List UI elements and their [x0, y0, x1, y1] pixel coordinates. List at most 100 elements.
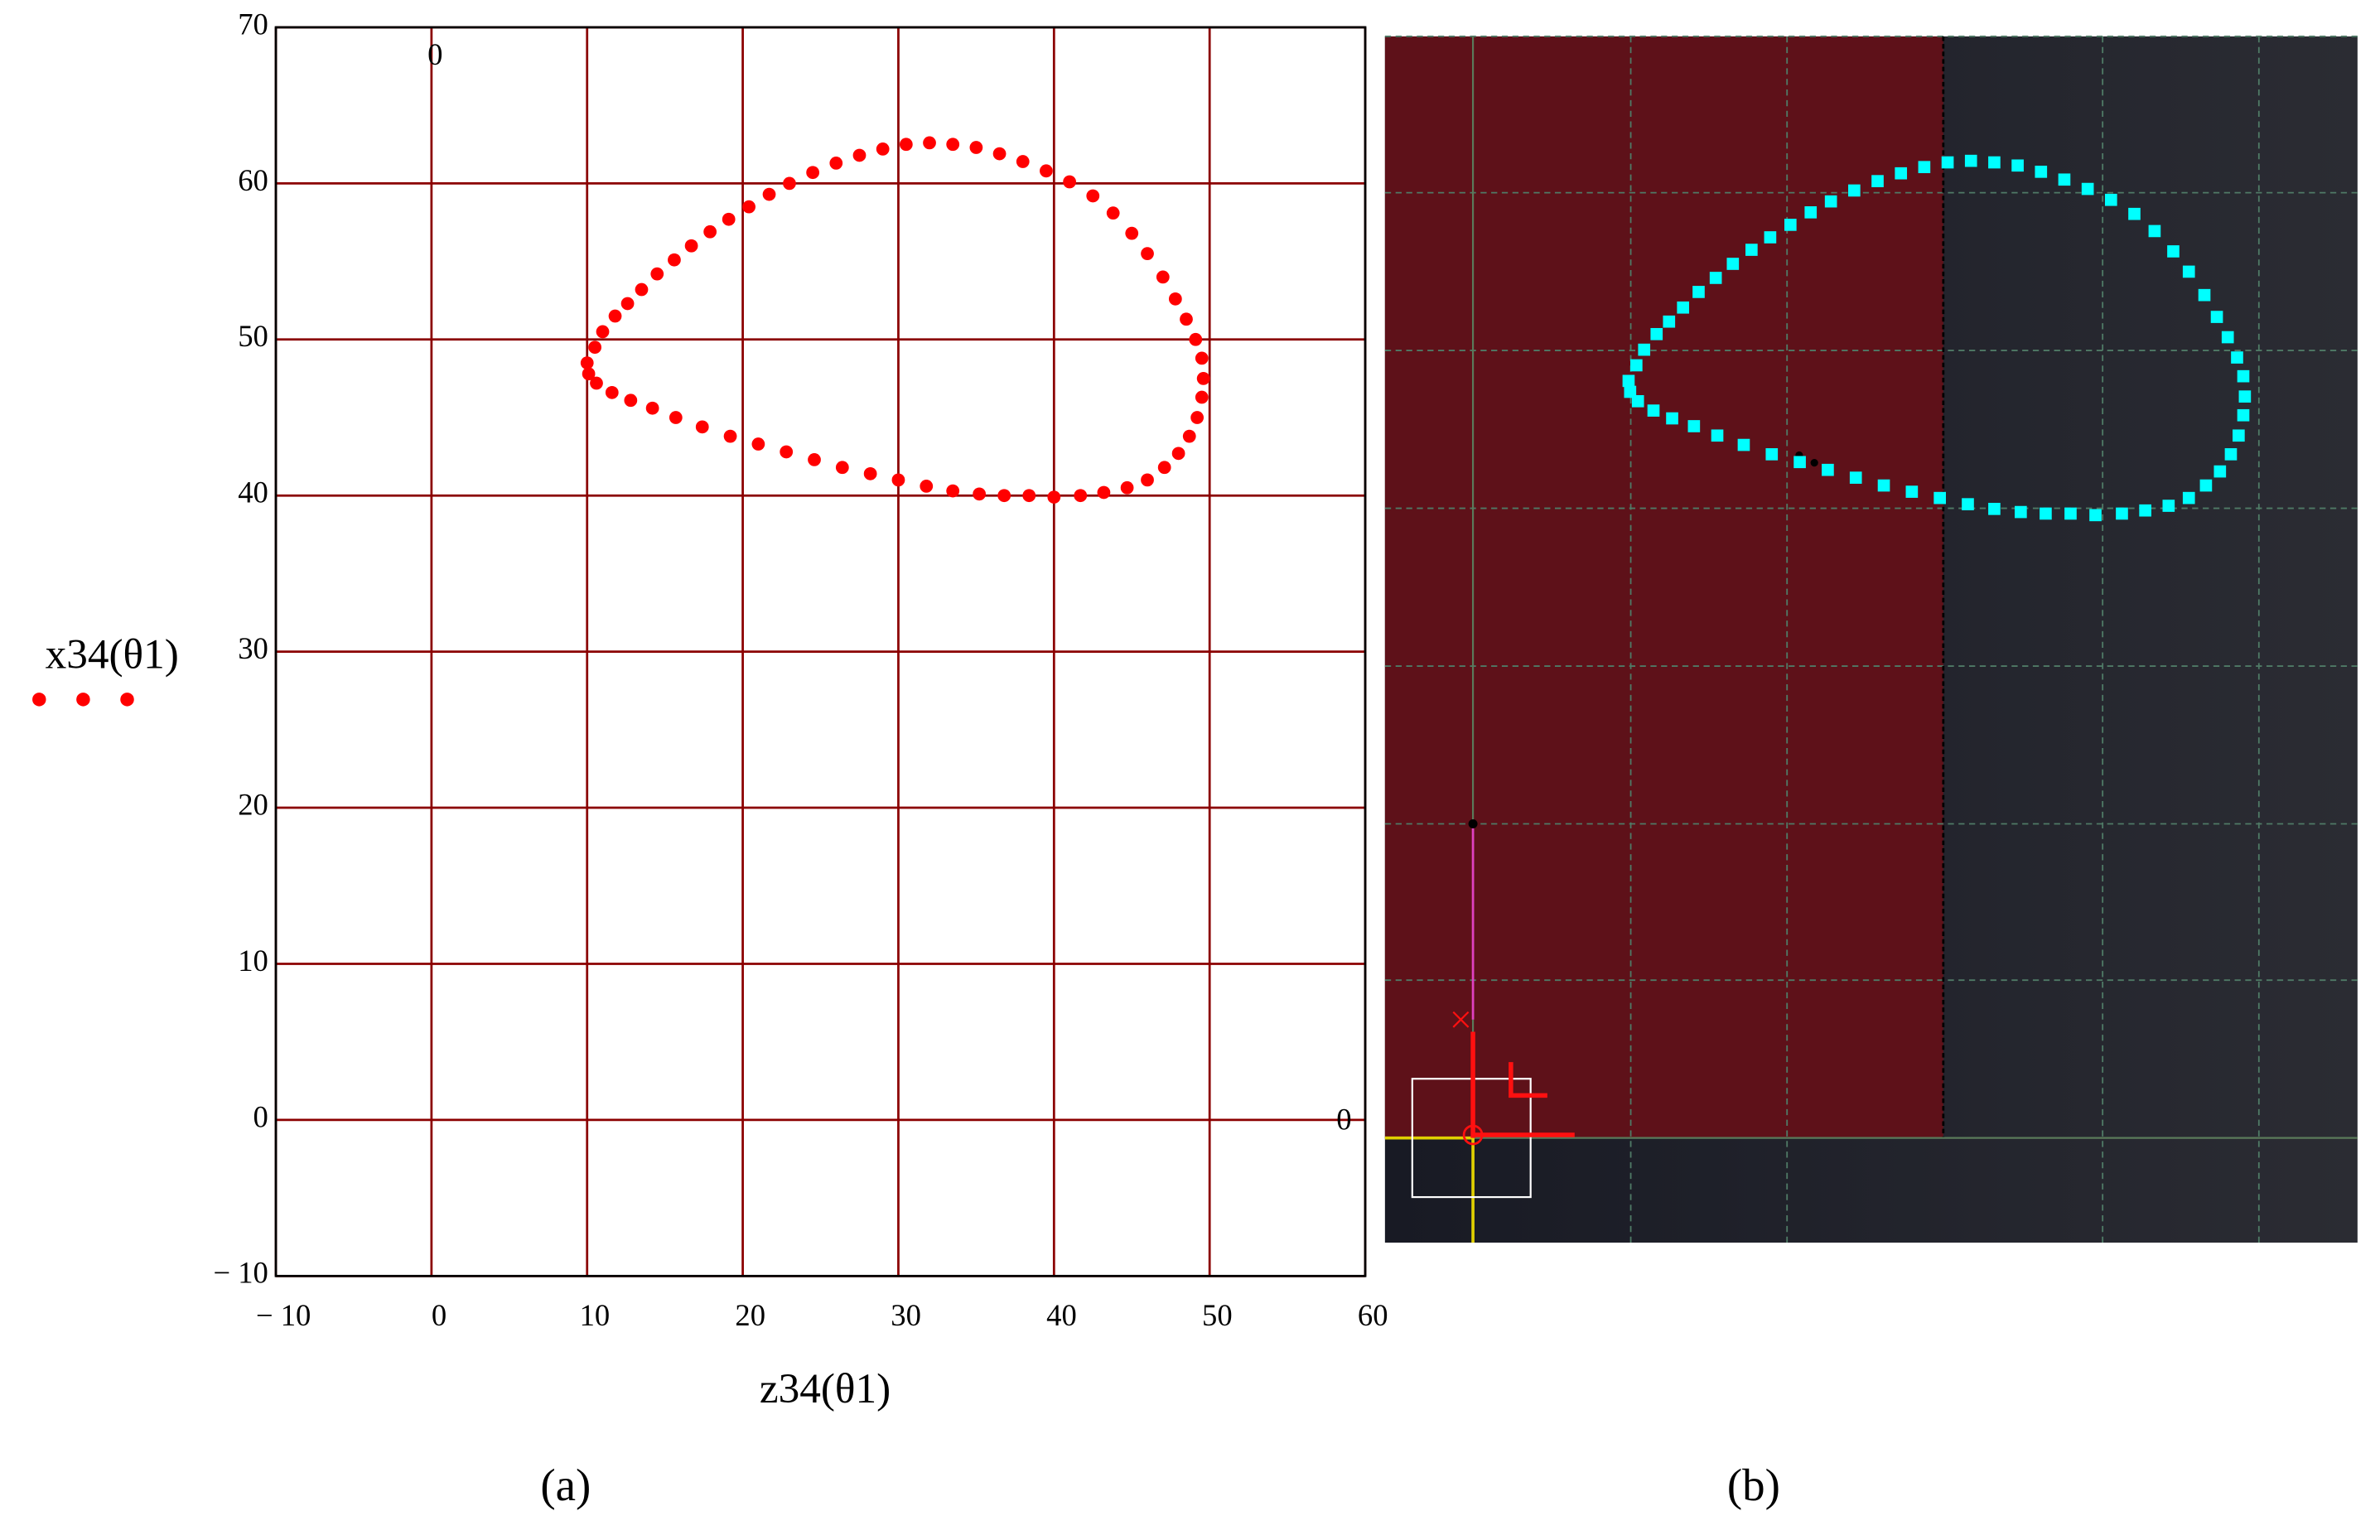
marker	[1810, 459, 1818, 467]
point	[624, 393, 638, 408]
point	[605, 385, 619, 399]
point	[1804, 205, 1818, 219]
point	[2040, 507, 2052, 520]
y-tick-label: 50	[238, 319, 268, 353]
point	[2231, 351, 2243, 364]
panel-b	[1384, 36, 2358, 1243]
point	[1848, 184, 1861, 197]
point	[973, 487, 987, 501]
point	[891, 473, 905, 487]
point	[1962, 498, 1974, 510]
point	[1097, 485, 1111, 500]
point	[1141, 247, 1154, 261]
point	[899, 138, 913, 152]
point	[1047, 490, 1061, 504]
point	[1877, 479, 1890, 492]
point	[1180, 312, 1193, 326]
y-tick-label: 10	[238, 944, 268, 978]
point	[588, 340, 601, 355]
point	[2015, 505, 2027, 519]
point	[2237, 369, 2250, 383]
point	[1622, 374, 1635, 388]
x-tick-label: 50	[1202, 1298, 1233, 1332]
x-tick-label: 40	[1046, 1298, 1077, 1332]
point	[1871, 175, 1884, 187]
viewport-grid	[1384, 36, 2358, 1243]
point	[1157, 461, 1171, 475]
point	[2198, 288, 2211, 302]
x-tick-label: 30	[891, 1298, 921, 1332]
point	[645, 401, 659, 415]
point	[1793, 456, 1806, 469]
point	[1063, 175, 1076, 189]
x-tick-label: 60	[1358, 1298, 1388, 1332]
point	[2199, 479, 2213, 492]
point	[806, 166, 820, 180]
point	[620, 297, 635, 311]
point	[992, 147, 1007, 161]
annotation: 0	[1336, 1103, 1351, 1137]
point	[582, 367, 596, 381]
point	[2128, 207, 2141, 220]
point	[1156, 270, 1170, 284]
point	[1182, 429, 1196, 443]
point	[1988, 156, 2001, 169]
point	[852, 148, 867, 162]
point	[2221, 331, 2234, 344]
point	[751, 437, 765, 451]
point	[1195, 351, 1209, 365]
point	[783, 176, 796, 191]
point	[1692, 286, 1705, 298]
point	[1120, 480, 1134, 495]
point	[1895, 167, 1908, 180]
point	[1918, 161, 1931, 174]
point	[762, 187, 776, 201]
point	[1666, 412, 1678, 425]
point	[1687, 420, 1701, 432]
point	[2139, 504, 2151, 517]
x-tick-label: 0	[432, 1298, 447, 1332]
point	[723, 429, 737, 443]
point	[2058, 173, 2071, 186]
point	[596, 325, 610, 339]
point	[2035, 166, 2048, 178]
point	[1040, 164, 1053, 178]
point	[590, 376, 603, 390]
point	[1745, 244, 1758, 256]
point	[2237, 408, 2250, 422]
point	[2081, 182, 2094, 196]
point	[1905, 485, 1919, 498]
point	[780, 445, 794, 459]
x-tick-label: 20	[735, 1298, 765, 1332]
point	[876, 142, 890, 156]
point	[1630, 359, 1643, 372]
point	[650, 267, 664, 281]
point	[2238, 390, 2252, 403]
point	[946, 138, 960, 152]
point	[2064, 507, 2077, 520]
point	[2162, 500, 2175, 512]
point	[1125, 226, 1139, 240]
point	[1822, 463, 1834, 476]
point	[635, 282, 649, 297]
point	[1171, 447, 1185, 461]
point	[1650, 327, 1663, 340]
point	[1964, 154, 1977, 167]
panel-a: − 10 0 10 20 30 40 50 60 − 10 0 10 20 30 40 50 60 70 0 0 z3…	[32, 7, 1388, 1412]
x-tick-label: − 10	[256, 1298, 311, 1332]
point	[2213, 465, 2227, 478]
x-axis-label: z34(θ1)	[760, 1365, 891, 1412]
point	[1663, 315, 1676, 328]
point	[1196, 372, 1210, 385]
point	[1141, 473, 1154, 487]
point	[703, 224, 717, 239]
point	[808, 453, 821, 466]
point	[863, 466, 877, 480]
joint	[1468, 819, 1478, 829]
point	[1988, 502, 2001, 515]
point	[2210, 311, 2223, 323]
frame-gizmo	[1452, 1011, 1575, 1146]
region	[1384, 36, 1943, 1138]
